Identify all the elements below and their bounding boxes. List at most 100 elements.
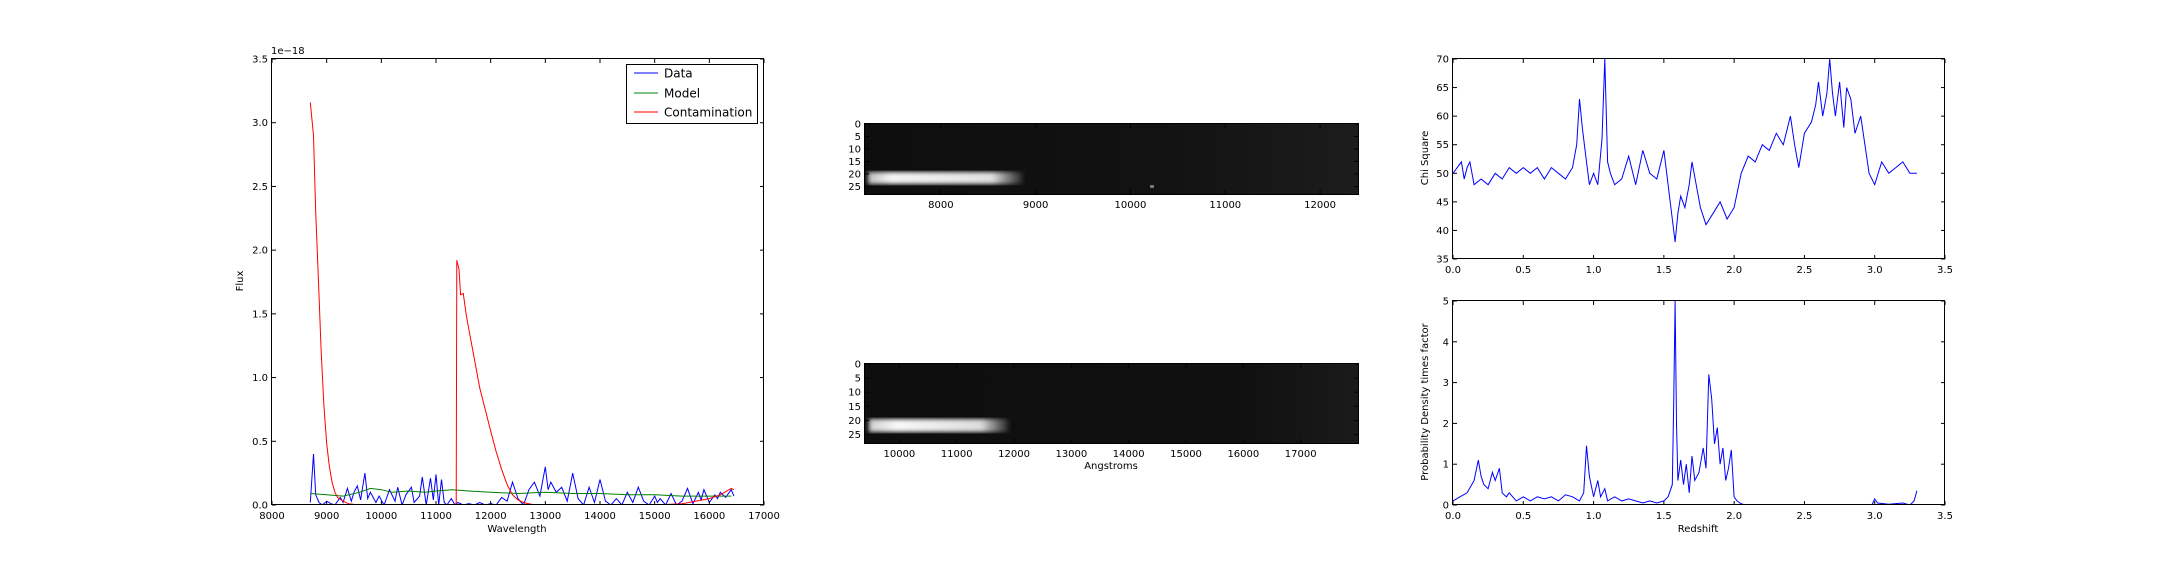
- x-tick-label: 12000: [1304, 200, 1336, 211]
- x-tick-label: 14000: [584, 511, 616, 522]
- x-tick-label: 2.0: [1726, 265, 1742, 276]
- data-series-line: [309, 453, 735, 505]
- stamp-top-trace: [868, 172, 1023, 184]
- y-tick-label: 10: [848, 388, 861, 399]
- x-tick-label: 16000: [1227, 449, 1259, 460]
- spectrum-plot: 8000 9000 10000 11000 12000 13000 14000 15000 16…: [235, 46, 780, 535]
- y-tick-label: 60: [1436, 112, 1449, 123]
- x-tick-label: 17000: [1285, 449, 1317, 460]
- x-tick-label: 10000: [883, 449, 915, 460]
- y-tick-label: 2.5: [252, 182, 268, 193]
- model-series-line: [310, 487, 732, 497]
- chisq-ylabel: Chi Square: [1420, 131, 1431, 185]
- stamp-bottom-frame: [864, 363, 1359, 444]
- x-tick-label: 1.5: [1656, 265, 1672, 276]
- x-tick-label: 3.5: [1937, 511, 1953, 522]
- stamp-top-hotpixel: [1150, 185, 1154, 188]
- stamp-bottom-xlabel: Angstroms: [1084, 461, 1138, 472]
- x-tick-label: 15000: [1170, 449, 1202, 460]
- x-tick-label: 10000: [1115, 200, 1147, 211]
- x-tick-label: 8000: [259, 511, 284, 522]
- stamp-bottom-trace: [869, 419, 1009, 432]
- y-tick-label: 5: [855, 374, 861, 385]
- x-tick-label: 10000: [365, 511, 397, 522]
- x-tick-label: 1.5: [1656, 511, 1672, 522]
- pdf-lines: [1453, 301, 1918, 505]
- y-tick-label: 20: [848, 416, 861, 427]
- chisq-plot: 0.0 0.5 1.0 1.5 2.0 2.5 3.0 3.5 35 40 45 50 55 60 65 70…: [1420, 55, 1953, 277]
- legend-box: [626, 64, 758, 124]
- y-tick-label: 5: [1443, 297, 1449, 308]
- x-tick-label: 11000: [941, 449, 973, 460]
- x-tick-label: 15000: [639, 511, 671, 522]
- x-tick-label: 0.0: [1445, 511, 1461, 522]
- y-tick-label: 2: [1443, 419, 1449, 430]
- y-tick-label: 15: [848, 402, 861, 413]
- y-tick-label: 35: [1436, 255, 1449, 266]
- x-tick-label: 12000: [998, 449, 1030, 460]
- x-tick-label: 2.0: [1726, 511, 1742, 522]
- y-tick-label: 5: [855, 132, 861, 143]
- pdf-ylabel: Probability Density times factor: [1420, 322, 1431, 480]
- stamp-bottom-ticks: 10000 11000 12000 13000 14000 15000 16000 17000…: [848, 360, 1358, 460]
- spectrum-lines: [309, 102, 735, 505]
- pdf-series-line: [1453, 301, 1918, 505]
- chisq-axes-frame: [1452, 58, 1945, 259]
- x-tick-label: 3.0: [1867, 265, 1883, 276]
- pdf-axes-frame: [1452, 300, 1945, 505]
- x-tick-label: 16000: [693, 511, 725, 522]
- y-tick-label: 15: [848, 157, 861, 168]
- y-tick-label: 1.0: [252, 373, 268, 384]
- y-tick-label: 0: [855, 360, 861, 371]
- y-tick-label: 25: [848, 182, 861, 193]
- x-tick-label: 11000: [1209, 200, 1241, 211]
- legend-label-model: Model: [664, 87, 700, 101]
- spectrum-ylabel: Flux: [235, 271, 246, 292]
- y-tick-label: 65: [1436, 83, 1449, 94]
- y-tick-label: 2.0: [252, 246, 268, 257]
- spectrum-axes-frame: [271, 58, 764, 505]
- y-tick-label: 50: [1436, 169, 1449, 180]
- x-tick-label: 12000: [475, 511, 507, 522]
- y-tick-label: 1: [1443, 460, 1449, 471]
- y-tick-label: 0: [855, 120, 861, 131]
- spectrum-ticks: 8000 9000 10000 11000 12000 13000 14000 15000 16…: [252, 55, 780, 523]
- x-tick-label: 11000: [420, 511, 452, 522]
- x-tick-label: 13000: [1055, 449, 1087, 460]
- y-tick-label: 70: [1436, 55, 1449, 66]
- chisq-lines: [1453, 59, 1917, 242]
- x-tick-label: 0.0: [1445, 265, 1461, 276]
- spectrum-xlabel: Wavelength: [487, 524, 546, 535]
- y-tick-label: 45: [1436, 197, 1449, 208]
- y-tick-label: 1.5: [252, 309, 268, 320]
- x-tick-label: 1.0: [1586, 511, 1602, 522]
- y-tick-label: 0: [1443, 501, 1449, 512]
- legend-label-contamination: Contamination: [664, 106, 752, 120]
- legend-label-data: Data: [664, 67, 693, 81]
- y-tick-label: 3.0: [252, 118, 268, 129]
- x-tick-label: 17000: [748, 511, 780, 522]
- x-tick-label: 2.5: [1796, 265, 1812, 276]
- y-tick-label: 3.5: [252, 55, 268, 66]
- x-tick-label: 13000: [529, 511, 561, 522]
- pdf-ticks: 0.0 0.5 1.0 1.5 2.0 2.5 3.0 3.5 0 1 2 3 4 5: [1443, 297, 1953, 523]
- stamp-bottom-plot: 10000 11000 12000 13000 14000 15000 16000 17000…: [848, 360, 1359, 472]
- y-tick-label: 20: [848, 170, 861, 181]
- x-tick-label: 1.0: [1586, 265, 1602, 276]
- pdf-xlabel: Redshift: [1678, 524, 1719, 535]
- x-tick-label: 8000: [928, 200, 953, 211]
- x-tick-label: 0.5: [1515, 265, 1531, 276]
- x-tick-label: 3.0: [1867, 511, 1883, 522]
- contamination-series-line: [309, 102, 735, 505]
- x-tick-label: 9000: [314, 511, 339, 522]
- x-tick-label: 9000: [1023, 200, 1048, 211]
- chisq-series-line: [1453, 59, 1917, 242]
- y-tick-label: 25: [848, 430, 861, 441]
- y-tick-label: 40: [1436, 226, 1449, 237]
- y-tick-label: 4: [1443, 337, 1449, 348]
- y-tick-label: 0.0: [252, 501, 268, 512]
